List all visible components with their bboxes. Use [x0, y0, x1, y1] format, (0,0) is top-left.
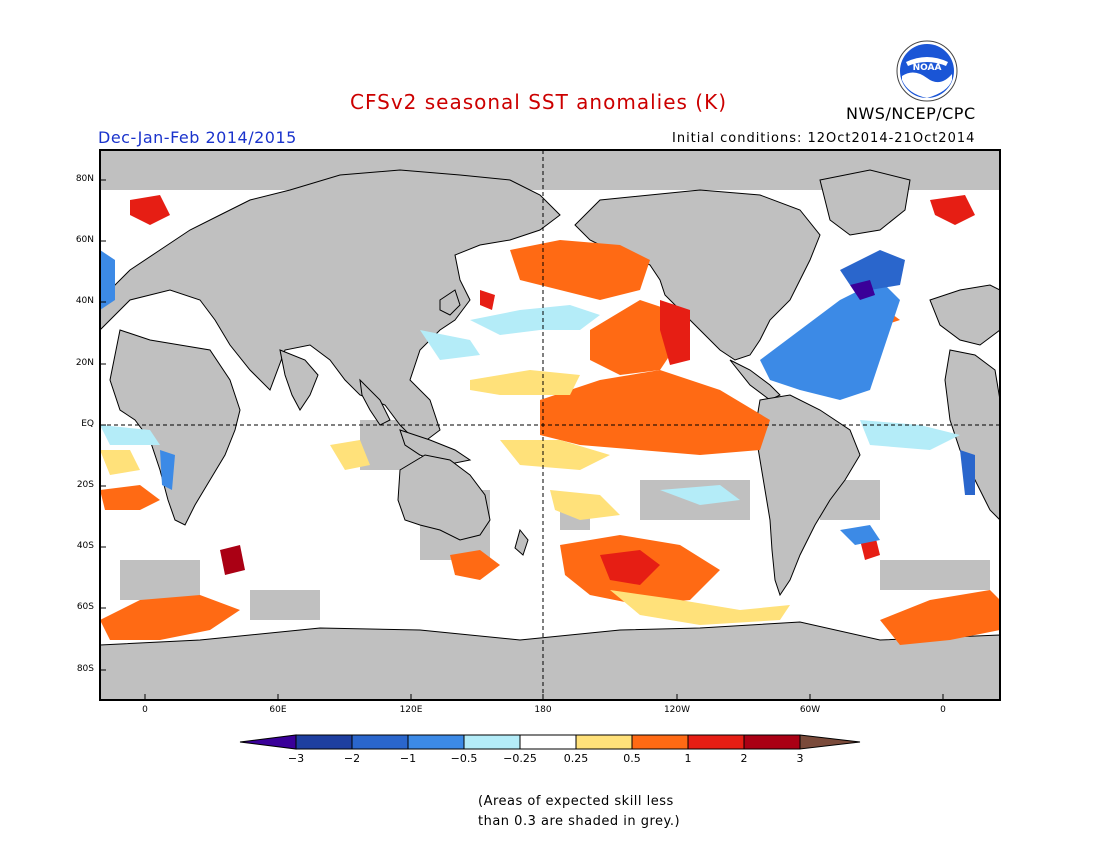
lon-label-120e: 120E — [399, 705, 423, 715]
lon-label-120w: 120W — [663, 705, 691, 715]
land-masses — [100, 169, 1000, 700]
lat-label-80n: 80N — [75, 174, 94, 184]
colorbar-segment-2 — [351, 734, 409, 750]
colorbar-segment-8 — [687, 734, 745, 750]
colorbar-segment-5 — [519, 734, 577, 750]
colorbar-label-m025: −0.25 — [503, 752, 537, 765]
lat-label-80s: 80S — [76, 664, 94, 674]
footnote-line-1: (Areas of expected skill less — [478, 794, 674, 809]
logo-text: NOAA — [913, 63, 942, 73]
colorbar-segment-1 — [295, 734, 353, 750]
colorbar-label-p05: 0.5 — [623, 752, 641, 765]
colorbar-segment-7 — [631, 734, 689, 750]
lon-label-180: 180 — [534, 705, 552, 715]
lat-label-60n: 60N — [75, 235, 94, 245]
colorbar-label-m05: −0.5 — [450, 752, 478, 765]
season-label: Dec-Jan-Feb 2014/2015 — [98, 128, 297, 147]
colorbar-high-arrow — [799, 734, 861, 750]
lat-label-eq: EQ — [81, 419, 94, 429]
lon-label-60e: 60E — [269, 705, 287, 715]
colorbar-label-m3: −3 — [287, 752, 305, 765]
colorbar-label-m1: −1 — [399, 752, 417, 765]
weak-warm-anomalies — [100, 370, 790, 625]
warm-anomalies — [100, 195, 1000, 645]
axis-ticks — [100, 179, 944, 700]
colorbar-label-m2: −2 — [343, 752, 361, 765]
lat-label-20n: 20N — [75, 358, 94, 368]
noaa-logo: NOAA — [896, 40, 958, 102]
lon-label-0-east: 0 — [940, 705, 946, 715]
lat-label-20s: 20S — [76, 480, 94, 490]
colorbar-label-p1: 1 — [684, 752, 692, 765]
footnote-line-2: than 0.3 are shaded in grey.) — [478, 814, 681, 829]
lat-label-40n: 40N — [75, 296, 94, 306]
colorbar-low-arrow — [239, 734, 297, 750]
lat-label-40s: 40S — [76, 541, 94, 551]
colorbar-segment-3 — [407, 734, 465, 750]
colorbar-segment-6 — [575, 734, 633, 750]
lon-label-0: 0 — [142, 705, 148, 715]
colorbar-segment-4 — [463, 734, 521, 750]
colorbar-label-p025: 0.25 — [563, 752, 589, 765]
colorbar-segment-9 — [743, 734, 801, 750]
colorbar-label-p2: 2 — [740, 752, 748, 765]
cool-anomalies — [100, 250, 975, 545]
skill-footnote: (Areas of expected skill less than 0.3 a… — [478, 792, 680, 832]
lat-label-60s: 60S — [76, 602, 94, 612]
colorbar-label-p3: 3 — [796, 752, 804, 765]
lon-label-60w: 60W — [799, 705, 821, 715]
initial-conditions-label: Initial conditions: 12Oct2014-21Oct2014 — [672, 131, 976, 146]
agency-label: NWS/NCEP/CPC — [846, 104, 976, 123]
chart-title: CFSv2 seasonal SST anomalies (K) — [350, 90, 727, 114]
